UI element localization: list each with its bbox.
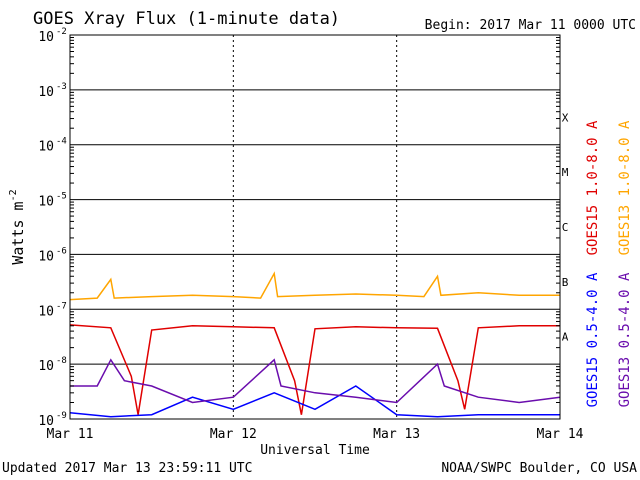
grid-layer [70, 35, 560, 419]
y-tick-label: 10 [38, 30, 54, 45]
y-tick-exponent: -2 [56, 27, 67, 37]
y-axis-ticks: 10-210-310-410-510-610-710-810-9 [38, 27, 560, 429]
x-tick-label: Mar 11 [47, 427, 94, 442]
y-tick-label: 10 [38, 249, 54, 264]
x-tick-label: Mar 12 [210, 427, 257, 442]
flare-class-label: X [562, 111, 569, 124]
legend-entry: GOES13 1.0-8.0 A [617, 120, 633, 255]
series-layer [69, 271, 561, 418]
series-line [69, 324, 560, 415]
y-tick-label: 10 [38, 304, 54, 319]
series-line [69, 385, 560, 418]
y-tick-exponent: -6 [56, 246, 67, 256]
y-tick-exponent: -9 [56, 411, 67, 421]
series-line [70, 358, 561, 404]
begin-time: Begin: 2017 Mar 11 0000 UTC [425, 18, 636, 33]
legend-entry: GOES13 0.5-4.0 A [617, 272, 633, 407]
x-axis-label: Universal Time [260, 443, 370, 458]
y-axis-label: Watts m-2 [8, 189, 27, 264]
y-axis-label-exponent: -2 [8, 189, 19, 201]
flare-class-label: A [562, 331, 569, 344]
x-tick-label: Mar 13 [373, 427, 420, 442]
credit-text: NOAA/SWPC Boulder, CO USA [441, 461, 637, 476]
flare-class-labels: X M C B A [562, 111, 569, 343]
flare-class-label: M [562, 166, 569, 179]
chart-title: GOES Xray Flux (1-minute data) [33, 9, 340, 29]
y-axis-label-text: Watts m [9, 201, 27, 264]
flare-class-label: B [562, 276, 569, 289]
y-tick-exponent: -8 [56, 356, 67, 366]
series-line [69, 271, 560, 301]
legend-entry: GOES15 1.0-8.0 A [585, 120, 601, 255]
y-tick-exponent: -4 [56, 137, 67, 147]
x-axis-ticks: Mar 11 Mar 12 Mar 13 Mar 14 [47, 427, 584, 442]
y-tick-label: 10 [38, 140, 54, 155]
x-tick-label: Mar 14 [537, 427, 584, 442]
y-tick-label: 10 [38, 414, 54, 429]
updated-time: Updated 2017 Mar 13 23:59:11 UTC [2, 461, 252, 476]
plot-frame [69, 34, 561, 420]
flare-class-label: C [562, 221, 569, 234]
y-tick-label: 10 [38, 85, 54, 100]
y-tick-exponent: -5 [56, 192, 67, 202]
y-tick-label: 10 [38, 195, 54, 210]
y-tick-exponent: -7 [56, 301, 67, 311]
legend: GOES15 1.0-8.0 A GOES13 1.0-8.0 A GOES15 0… [585, 120, 633, 407]
y-tick-exponent: -3 [56, 82, 67, 92]
y-tick-label: 10 [38, 359, 54, 374]
legend-entry: GOES15 0.5-4.0 A [585, 272, 601, 407]
